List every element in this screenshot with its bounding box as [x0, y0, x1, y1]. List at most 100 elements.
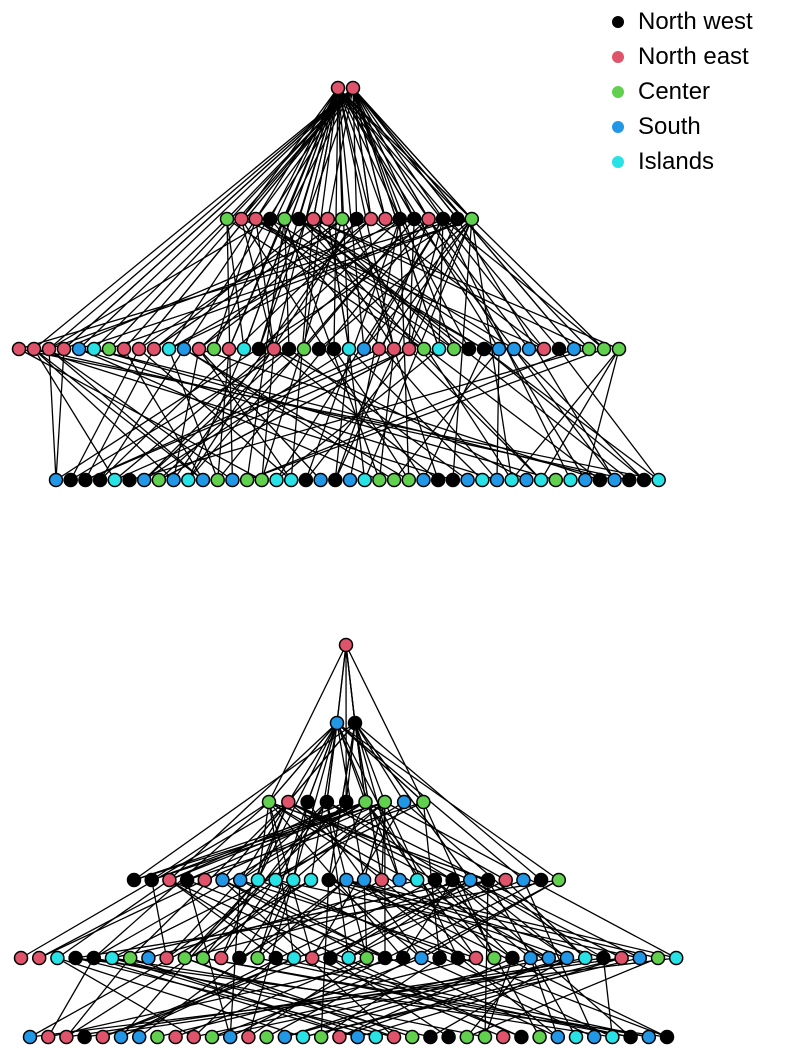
top-network-node: [101, 341, 117, 357]
top-network-node: [291, 211, 307, 227]
top-network-node: [86, 341, 102, 357]
north-east-dot-icon: [612, 51, 624, 63]
top-network-node: [356, 341, 372, 357]
top-network-node: [651, 472, 666, 488]
bottom-network-edge: [184, 957, 413, 1038]
bottom-network-node: [113, 1029, 129, 1045]
top-network-node: [406, 211, 422, 227]
bottom-network-edge: [345, 644, 356, 724]
bottom-network-edge: [184, 879, 489, 959]
bottom-network-node: [423, 1029, 438, 1045]
bottom-network-edge: [120, 957, 295, 1038]
bottom-network-node: [295, 1029, 311, 1045]
top-network-edge: [78, 87, 354, 350]
top-network-edge: [48, 348, 204, 481]
top-network-node: [416, 472, 431, 488]
bottom-network-node: [427, 872, 443, 888]
top-network-edge: [33, 87, 354, 350]
bottom-network-edge: [529, 957, 559, 1038]
top-network-node: [349, 211, 364, 227]
bottom-network-node: [50, 950, 65, 966]
bottom-network-node: [533, 872, 549, 888]
top-network-node: [236, 341, 252, 357]
bottom-network-edge: [345, 644, 424, 803]
bottom-network-edge: [202, 957, 649, 1038]
islands-dot-icon: [612, 156, 624, 168]
legend-item-north-east: North east: [612, 45, 749, 69]
top-network-node: [363, 211, 379, 227]
top-network-node: [563, 472, 578, 488]
top-network-node: [195, 472, 211, 488]
top-network-node: [281, 341, 297, 357]
top-network-node: [221, 341, 237, 357]
top-network-node: [475, 472, 490, 488]
bottom-network-edge: [111, 957, 431, 1038]
top-network-edge: [183, 348, 410, 481]
top-network-edge: [18, 348, 263, 481]
top-network-node: [176, 341, 192, 357]
north-west-dot-icon: [612, 16, 624, 28]
bottom-network-node: [374, 872, 390, 888]
bottom-network-node: [404, 1029, 420, 1045]
top-network-edge: [352, 87, 444, 220]
bottom-network-node: [77, 1029, 92, 1045]
top-network-node: [254, 472, 270, 488]
bottom-network-node: [445, 872, 460, 888]
top-network-edge: [337, 87, 387, 220]
bottom-network-node: [232, 872, 248, 888]
bottom-network-node: [463, 872, 478, 888]
top-network-node: [266, 341, 282, 357]
bottom-network-node: [550, 1029, 566, 1045]
top-network-edge: [370, 218, 545, 350]
bottom-network-edge: [326, 801, 453, 881]
bottom-network-edge: [38, 879, 206, 959]
bottom-network-node: [409, 872, 425, 888]
top-network-node: [566, 341, 582, 357]
top-network-node: [219, 211, 235, 227]
top-network-node: [330, 80, 346, 96]
bottom-network-node: [396, 794, 412, 810]
top-network-node: [548, 472, 564, 488]
bottom-network-edge: [434, 879, 532, 959]
top-network-edge: [408, 348, 542, 481]
bottom-network-edge: [602, 957, 614, 1038]
bottom-network-node: [195, 950, 211, 966]
bottom-network-node: [259, 1029, 274, 1045]
bottom-network-node: [659, 1029, 675, 1045]
top-network-edge: [33, 348, 116, 481]
top-network-node: [622, 472, 637, 488]
top-network-node: [298, 472, 314, 488]
top-network-node: [181, 472, 196, 488]
bottom-network-node: [197, 872, 213, 888]
top-network-node: [491, 341, 507, 357]
top-network-edge: [138, 348, 292, 481]
bottom-network-node: [392, 872, 407, 888]
top-network-edge: [85, 348, 395, 481]
south-dot-icon: [612, 121, 624, 133]
top-network-node: [191, 341, 207, 357]
top-network-edge: [93, 218, 228, 350]
bottom-network-node: [523, 950, 538, 966]
bottom-network-node: [13, 950, 29, 966]
top-network-node: [146, 341, 162, 357]
top-network-node: [386, 341, 402, 357]
bottom-network-node: [498, 872, 513, 888]
bottom-network-node: [505, 950, 520, 966]
top-network-node: [372, 472, 387, 488]
top-network-edge: [334, 348, 350, 481]
top-network-edge: [288, 348, 468, 481]
top-network-node: [131, 341, 147, 357]
bottom-network-edge: [57, 879, 170, 959]
top-network-node: [296, 341, 312, 357]
top-network-node: [371, 341, 387, 357]
bottom-network-node: [168, 1029, 183, 1045]
bottom-network-edge: [111, 801, 424, 959]
top-network-node: [283, 472, 299, 488]
top-network-edge: [153, 218, 343, 350]
legend-label: North west: [638, 8, 753, 35]
top-network-node: [311, 341, 327, 357]
bottom-network-edge: [57, 957, 195, 1038]
bottom-network-node: [31, 950, 47, 966]
top-network-edge: [584, 348, 620, 481]
